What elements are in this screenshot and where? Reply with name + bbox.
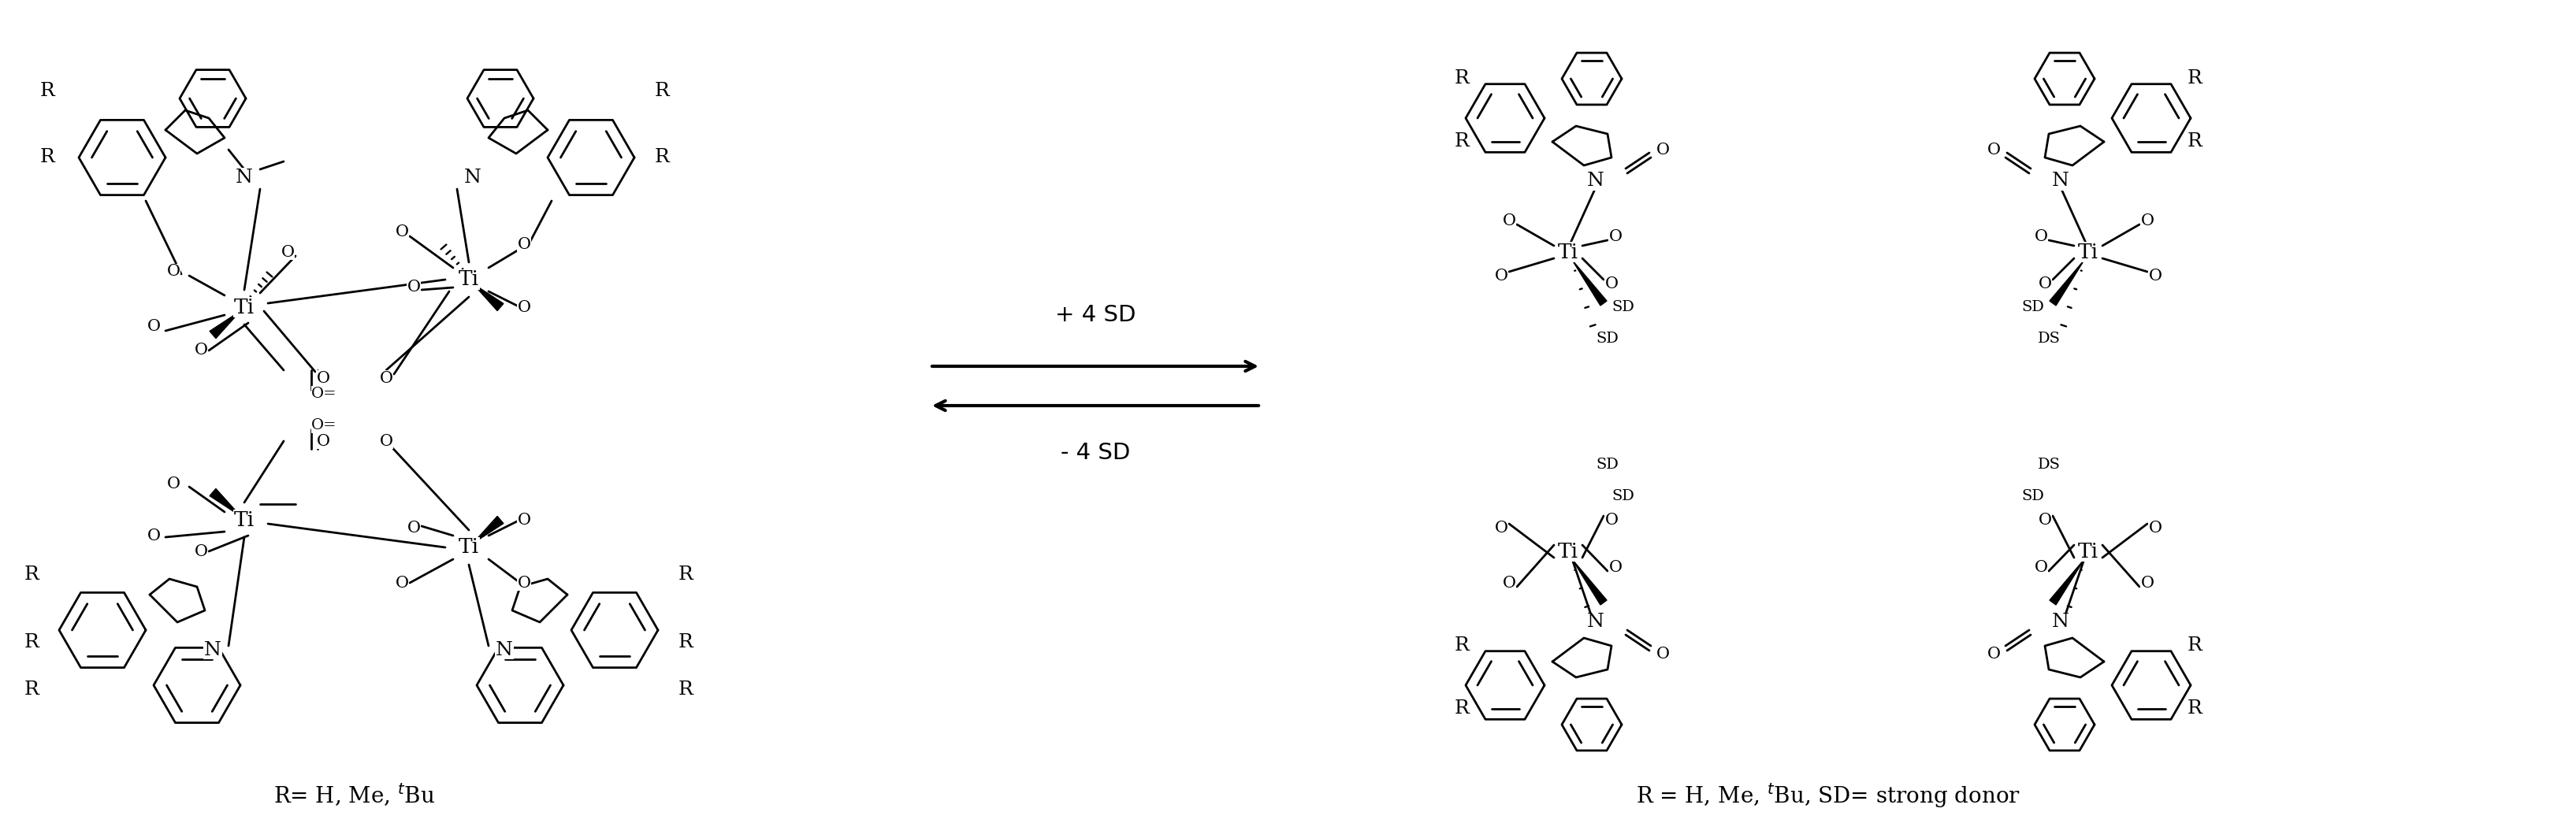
Text: O: O	[1494, 268, 1507, 283]
Text: O: O	[1502, 213, 1515, 228]
Text: R: R	[654, 82, 670, 99]
Text: Ti: Ti	[234, 510, 255, 529]
Text: O: O	[379, 433, 392, 448]
Text: Ti: Ti	[2079, 542, 2099, 562]
Polygon shape	[209, 489, 240, 516]
Text: R = H, Me, $^t$Bu, SD= strong donor: R = H, Me, $^t$Bu, SD= strong donor	[1636, 782, 2020, 810]
Text: O: O	[394, 225, 410, 240]
Text: R: R	[2187, 637, 2202, 655]
Text: O: O	[2038, 276, 2050, 291]
Text: R: R	[1455, 700, 1468, 718]
Text: O: O	[1610, 229, 1623, 244]
Text: N: N	[2053, 172, 2069, 190]
Text: O: O	[518, 237, 531, 251]
Text: O: O	[518, 513, 531, 528]
Text: R: R	[677, 680, 693, 698]
Text: O: O	[2141, 576, 2154, 590]
Text: SD: SD	[2022, 489, 2045, 504]
Text: N: N	[1587, 613, 1605, 631]
Text: Ti: Ti	[1558, 542, 1579, 562]
Text: N: N	[204, 641, 222, 659]
Text: R: R	[1455, 132, 1468, 151]
Text: O: O	[1610, 560, 1623, 575]
Text: O: O	[317, 370, 330, 385]
Text: O: O	[1656, 142, 1669, 157]
Text: O: O	[407, 520, 420, 535]
Text: O: O	[281, 245, 294, 260]
Text: + 4 SD: + 4 SD	[1056, 304, 1136, 326]
Polygon shape	[1571, 559, 1607, 605]
Text: O: O	[2035, 560, 2048, 575]
Text: O: O	[1986, 142, 2002, 157]
Text: - 4 SD: - 4 SD	[1061, 442, 1131, 464]
Text: O: O	[193, 343, 209, 358]
Text: R: R	[1455, 69, 1468, 88]
Text: R: R	[23, 680, 39, 698]
Text: O: O	[1986, 646, 2002, 662]
Text: O: O	[379, 370, 392, 385]
Text: O: O	[2035, 229, 2048, 244]
Text: O=: O=	[312, 387, 337, 401]
Polygon shape	[2050, 260, 2084, 305]
Text: SD: SD	[1597, 457, 1618, 471]
Text: O: O	[518, 299, 531, 314]
Text: N: N	[1587, 172, 1605, 190]
Text: O: O	[1656, 646, 1669, 662]
Text: Ti: Ti	[234, 298, 255, 317]
Text: O: O	[2141, 213, 2154, 228]
Text: N: N	[234, 168, 252, 186]
Polygon shape	[474, 516, 502, 543]
Text: DS: DS	[2038, 332, 2061, 346]
Polygon shape	[1571, 260, 1607, 305]
Text: O: O	[2148, 520, 2161, 535]
Text: O: O	[167, 477, 180, 492]
Text: R: R	[677, 566, 693, 584]
Text: R: R	[654, 149, 670, 166]
Text: DS: DS	[2038, 457, 2061, 471]
Text: O: O	[317, 433, 330, 448]
Text: SD: SD	[1613, 489, 1636, 504]
Text: R: R	[23, 633, 39, 651]
Text: R: R	[2187, 700, 2202, 718]
Text: R: R	[2187, 132, 2202, 151]
Text: Ti: Ti	[1558, 242, 1579, 262]
Polygon shape	[2050, 559, 2084, 605]
Text: O: O	[1502, 576, 1515, 590]
Text: SD: SD	[2022, 300, 2045, 314]
Text: O: O	[407, 280, 420, 295]
Text: O: O	[394, 576, 410, 590]
Text: R: R	[23, 566, 39, 584]
Text: O: O	[193, 544, 209, 559]
Text: R: R	[39, 82, 54, 99]
Text: N: N	[464, 168, 482, 186]
Text: O: O	[1605, 513, 1618, 528]
Text: Ti: Ti	[459, 538, 479, 557]
Text: O: O	[2148, 268, 2161, 283]
Text: R: R	[1455, 637, 1468, 655]
Text: N: N	[2053, 613, 2069, 631]
Text: R: R	[677, 633, 693, 651]
Text: O: O	[147, 319, 160, 334]
Text: Ti: Ti	[2079, 242, 2099, 262]
Polygon shape	[474, 284, 502, 311]
Text: R: R	[2187, 69, 2202, 88]
Text: SD: SD	[1613, 300, 1636, 314]
Text: O: O	[2038, 513, 2050, 528]
Polygon shape	[209, 311, 240, 338]
Text: R: R	[39, 149, 54, 166]
Text: O: O	[1494, 520, 1507, 535]
Text: R= H, Me, $^t$Bu: R= H, Me, $^t$Bu	[273, 782, 435, 809]
Text: O: O	[147, 528, 160, 543]
Text: N: N	[495, 641, 513, 659]
Text: O: O	[1605, 276, 1618, 291]
Text: SD: SD	[1597, 332, 1618, 346]
Text: O=: O=	[312, 418, 337, 433]
Text: O: O	[518, 576, 531, 590]
Text: O: O	[167, 265, 180, 280]
Text: Ti: Ti	[459, 270, 479, 289]
